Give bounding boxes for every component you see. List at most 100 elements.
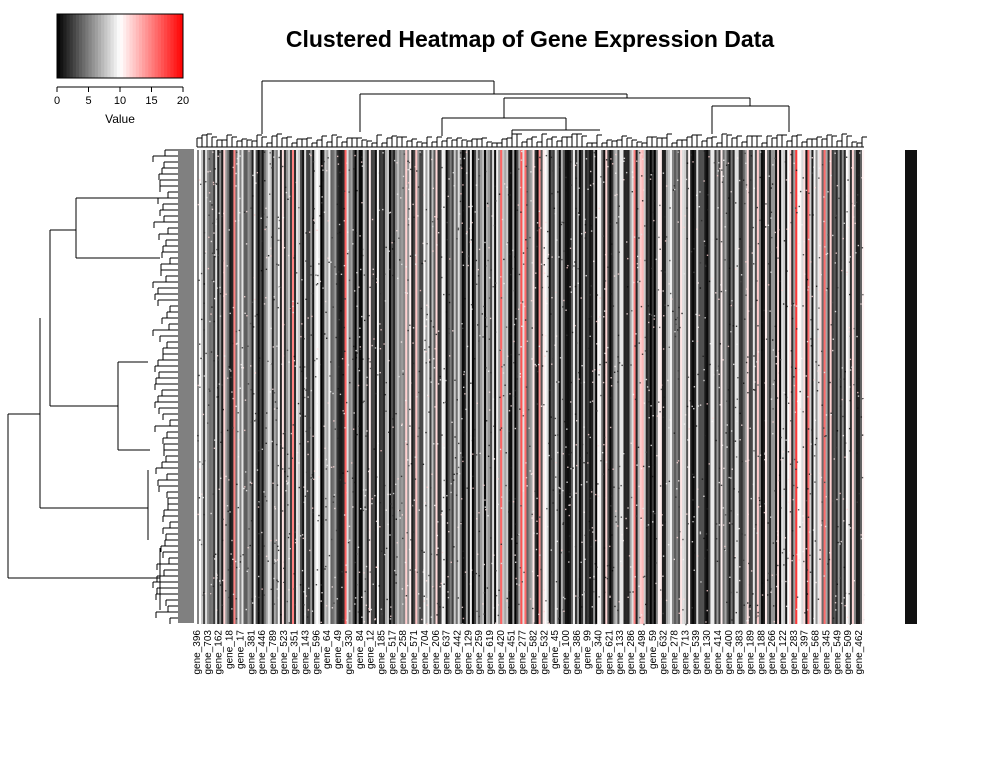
heatmap-column [625,150,628,624]
heatmap-column [639,150,642,624]
heatmap-column [653,150,657,624]
heatmap-column [473,150,477,624]
heatmap-column [722,150,725,624]
color-key-swatch [145,14,149,78]
heatmap-column [661,150,665,624]
heatmap-column [605,150,608,624]
column-tick-label: gene_49 [333,630,344,669]
heatmap-column [833,150,837,624]
heatmap-column [566,150,570,624]
heatmap-column [257,150,260,624]
heatmap-column [665,150,669,624]
heatmap-column [775,150,778,624]
heatmap-column [500,150,503,624]
column-tick-label: gene_509 [843,630,854,675]
heatmap-column [825,150,828,624]
column-tick-label: gene_143 [301,630,312,675]
color-key-swatch [157,14,162,78]
color-key-swatch [72,14,77,78]
heatmap-column [215,150,218,624]
column-tick-label: gene_451 [507,630,518,675]
heatmap-column [766,150,770,624]
heatmap-column [781,150,784,624]
heatmap-column [421,150,424,624]
heatmap-column [481,150,485,624]
heatmap-column [542,150,545,624]
heatmap-column [294,150,297,624]
heatmap-column [827,150,830,624]
heatmap-column [603,150,606,624]
color-key-swatch [151,14,156,78]
heatmap-column [356,150,359,624]
heatmap-column [700,150,703,624]
heatmap-column [562,150,566,624]
heatmap-column [849,150,853,624]
heatmap-column [405,150,408,624]
heatmap-column [811,150,814,624]
heatmap-column [229,150,232,624]
heatmap-column [530,150,533,624]
column-tick-label: gene_258 [398,630,409,675]
heatmap-column [714,150,717,624]
heatmap-column [682,150,685,624]
heatmap-column [465,150,469,624]
heatmap-column [795,150,798,624]
heatmap-column [716,150,719,624]
heatmap-column [779,150,782,624]
column-tick-label: gene_383 [735,630,746,675]
heatmap-column [676,150,679,624]
heatmap-column [502,150,505,624]
heatmap-column [397,150,400,624]
heatmap-column [621,150,624,624]
color-key-swatch [66,14,70,78]
heatmap-column [785,150,788,624]
heatmap-column [815,150,818,624]
heatmap-column [291,150,295,624]
color-key-tick-label: 0 [54,95,60,107]
heatmap-column [376,150,380,624]
heatmap-column [263,150,267,624]
heatmap-column [328,150,331,624]
heatmap-column [378,150,382,624]
heatmap-column [793,150,796,624]
color-key-swatch [116,14,121,78]
heatmap-column [550,150,554,624]
heatmap-column [536,150,539,624]
heatmap-column [463,150,467,624]
color-key-swatch [82,14,86,78]
color-key-swatch [69,14,74,78]
heatmap-column [239,150,242,624]
heatmap-column [803,150,806,624]
heatmap-column [298,150,301,624]
heatmap-column [526,150,529,624]
color-key-swatch [120,14,124,78]
heatmap-column [221,150,224,624]
heatmap-column [581,150,584,624]
heatmap-column [801,150,804,624]
heatmap-column [831,150,834,624]
column-tick-label: gene_498 [637,630,648,675]
heatmap-column [289,150,293,624]
heatmap-column [312,150,315,624]
heatmap-column [720,150,723,624]
heatmap-column [269,150,273,624]
heatmap-column [678,150,681,624]
heatmap-column [599,150,602,624]
heatmap-column [332,150,335,624]
heatmap-column [411,150,414,624]
heatmap-column [439,150,442,624]
heatmap-column [635,150,638,624]
column-tick-label: gene_277 [518,630,529,675]
heatmap-column [370,150,374,624]
color-key-swatch [179,14,184,78]
heatmap-column [340,150,343,624]
heatmap-column [609,150,612,624]
heatmap-column [611,150,614,624]
heatmap-column [267,150,271,624]
heatmap-column [419,150,422,624]
column-tick-label: gene_414 [713,630,724,675]
heatmap-column [461,150,465,624]
heatmap-column [823,150,826,624]
heatmap-column [645,150,649,624]
